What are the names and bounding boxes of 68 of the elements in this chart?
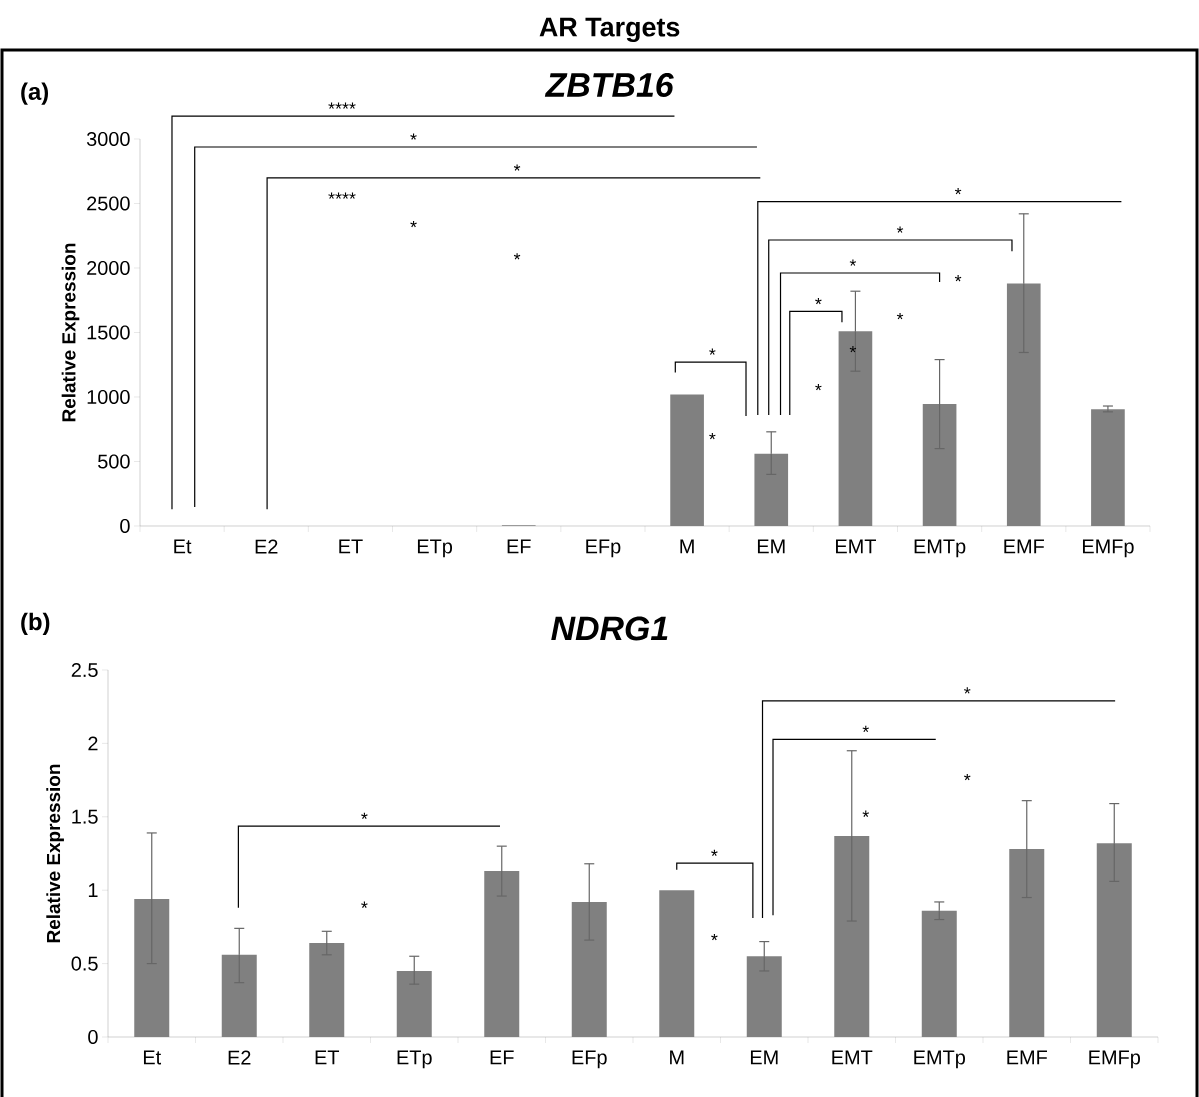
x-tick-label: EFp [586, 539, 621, 558]
annotation: * [862, 810, 869, 817]
x-tick-label: EMFp [1089, 1050, 1140, 1069]
y-tick-label: 0.5 [71, 956, 98, 971]
annotation: * [862, 725, 869, 733]
x-tick-label: EMT [832, 1050, 873, 1065]
annotation: * [410, 133, 417, 140]
annotation: * [849, 346, 857, 353]
text: **** [328, 102, 356, 109]
text: (a) [21, 82, 49, 105]
annotation: * [896, 226, 904, 233]
annotation: * [709, 348, 716, 355]
x-tick-label: ET [339, 539, 363, 554]
y-tick-label: 1500 [87, 325, 130, 340]
annotation: * [954, 188, 962, 195]
x-tick-label: EM [757, 539, 785, 554]
annotation: * [361, 901, 368, 908]
x-tick-label: EM [750, 1050, 778, 1065]
annotation: * [711, 933, 718, 941]
annotation: * [410, 220, 417, 228]
annotation: * [513, 164, 521, 171]
annotation: * [964, 773, 971, 781]
annotation: * [513, 253, 521, 260]
y-tick-label: 2.5 [71, 662, 98, 678]
x-tick-label: ET [315, 1050, 340, 1065]
x-tick-label: E2 [255, 539, 278, 554]
annotation: * [849, 259, 857, 266]
y-tick-label: 1000 [87, 389, 130, 405]
x-tick-label: EMF [1004, 539, 1044, 554]
x-tick-label: ETp [417, 539, 453, 558]
annotation: * [896, 313, 904, 320]
x-tick-label: EF [490, 1050, 514, 1065]
annotation: * [954, 275, 962, 282]
x-tick-label: EMTp [914, 1050, 965, 1069]
chart-subtitle: ZBTB16 [544, 73, 674, 97]
x-tick-label: EFp [572, 1050, 607, 1069]
y-tick-label: 500 [98, 454, 130, 469]
annotation: * [709, 432, 716, 440]
x-tick-label: EMF [1007, 1050, 1047, 1065]
y-tick-label: 2500 [87, 196, 130, 211]
annotation: * [815, 297, 822, 305]
x-tick-label: EMT [836, 539, 876, 554]
annotation: * [815, 383, 822, 391]
x-tick-label: Et [174, 539, 192, 554]
y-tick-label: 0 [88, 1029, 98, 1045]
x-tick-label: Et [143, 1050, 162, 1065]
y-tick-label: 1.5 [72, 809, 98, 824]
chart-title: NDRG1 [551, 616, 668, 641]
y-tick-label: 2 [88, 736, 98, 751]
x-tick-label: EF [507, 539, 531, 554]
x-tick-label: M [680, 539, 694, 554]
annotation: * [711, 849, 718, 856]
annotation: * [964, 687, 971, 694]
chart-title: AR Targets [539, 17, 680, 43]
y-tick-label: 3000 [86, 131, 130, 147]
annotation: **** [328, 192, 356, 199]
y-tick-label: 2000 [87, 260, 130, 276]
x-tick-label: M [670, 1050, 684, 1065]
annotation: * [361, 812, 368, 819]
y-axis-title: Relative Expression [61, 243, 80, 422]
x-tick-label: EMFp [1082, 539, 1134, 558]
x-tick-label: EMTp [914, 539, 966, 558]
x-tick-label: ETp [397, 1050, 432, 1069]
y-tick-label: 1 [88, 883, 98, 898]
text: (b) [21, 612, 50, 635]
y-axis-title: Relative Expression [46, 764, 64, 943]
y-tick-label: 0 [120, 518, 130, 534]
x-tick-label: E2 [228, 1050, 251, 1065]
